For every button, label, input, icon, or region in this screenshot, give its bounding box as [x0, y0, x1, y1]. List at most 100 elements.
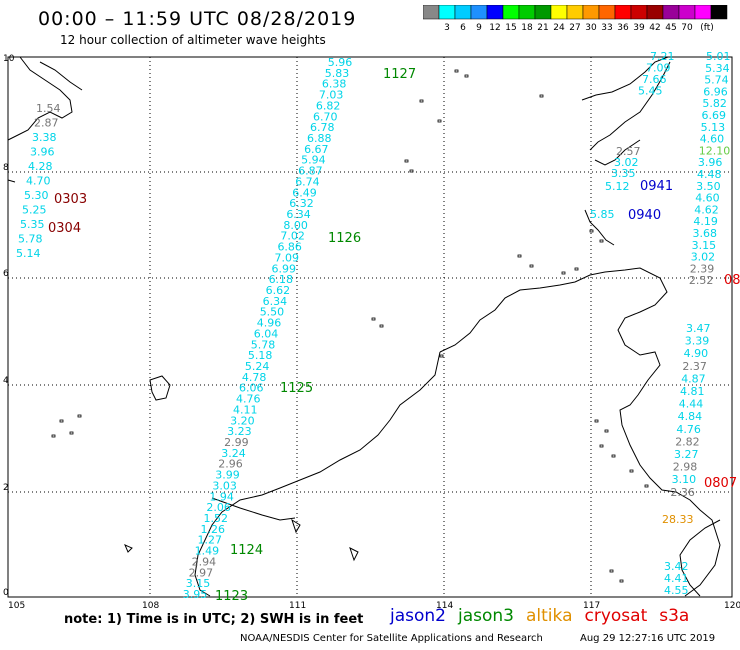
swh-value: 6.34	[263, 295, 288, 308]
island	[77, 414, 82, 418]
swh-value: 6.06	[239, 382, 264, 395]
scale-label: 42	[649, 23, 660, 33]
page-title: 00:00 – 11:59 UTC 08/28/2019	[38, 8, 357, 30]
swh-value: 7.21	[650, 50, 675, 63]
legend-jason2: jason2	[390, 606, 446, 626]
swh-value: 3.15	[186, 577, 211, 590]
swh-value: 4.81	[680, 385, 705, 398]
swh-value: 5.25	[22, 204, 47, 217]
coastline	[291, 518, 301, 534]
pass-label: 0940	[628, 208, 661, 223]
x-tick-label: 111	[289, 601, 306, 611]
coastline	[584, 209, 615, 246]
scale-label: 27	[569, 23, 580, 33]
swh-value: 6.67	[304, 143, 329, 156]
swh-value: 4.41	[664, 572, 689, 585]
y-tick-label: 6	[3, 269, 9, 279]
swh-value: 6.04	[254, 327, 279, 340]
island	[574, 267, 579, 271]
swh-value: 6.86	[277, 241, 302, 254]
swh-value: 2.37	[682, 360, 707, 373]
swh-value: 2.06	[206, 501, 231, 514]
island	[517, 254, 522, 258]
altika-value: 28.33	[662, 513, 694, 526]
coastline	[194, 351, 441, 597]
pass-label: 0303	[54, 192, 87, 207]
scale-label: 9	[476, 23, 482, 33]
scale-swatch	[710, 5, 728, 20]
swh-value: 2.98	[673, 461, 698, 474]
scale-label: 33	[601, 23, 612, 33]
pass-label: 1124	[230, 543, 263, 558]
credit-text: NOAA/NESDIS Center for Satellite Applica…	[240, 633, 543, 644]
note-text: note: 1) Time is in UTC; 2) SWH is in fe…	[64, 612, 364, 627]
island	[589, 229, 594, 233]
coastline	[581, 56, 669, 101]
swh-value: 4.90	[684, 347, 709, 360]
swh-value: 1.26	[201, 523, 226, 536]
scale-label: 21	[537, 23, 548, 33]
legend-jason3: jason3	[458, 606, 514, 626]
swh-value: 2.99	[224, 436, 249, 449]
swh-value: 5.83	[325, 67, 350, 80]
swh-value: 4.78	[242, 371, 267, 384]
y-tick-label: 2	[3, 483, 9, 493]
island	[594, 419, 599, 423]
coastline	[124, 544, 133, 553]
coastline	[349, 547, 359, 562]
swh-value: 6.38	[322, 78, 347, 91]
island	[409, 169, 414, 173]
swh-value: 5.34	[705, 62, 730, 75]
swh-value: 2.39	[690, 262, 715, 275]
island	[599, 239, 604, 243]
scale-label: 30	[585, 23, 597, 33]
swh-value: 4.60	[695, 192, 720, 205]
swh-value: 5.85	[590, 208, 615, 221]
coastline	[439, 267, 721, 597]
island	[529, 264, 534, 268]
swh-value: 5.30	[24, 189, 49, 202]
swh-value: 5.45	[638, 85, 663, 98]
credit-timestamp: Aug 29 12:27:16 UTC 2019	[580, 633, 716, 644]
swh-value: 2.57	[616, 145, 641, 158]
coastline	[7, 179, 16, 183]
swh-value: 6.78	[310, 121, 335, 134]
swh-value: 5.96	[328, 56, 353, 69]
coastline	[149, 375, 171, 401]
swh-value: 3.42	[664, 560, 689, 573]
swh-value: 3.15	[692, 239, 717, 252]
swh-value: 5.01	[706, 50, 731, 63]
swh-value: 4.28	[28, 160, 53, 173]
swh-value: 3.47	[686, 322, 711, 335]
swh-value: 6.32	[289, 197, 314, 210]
island	[379, 324, 384, 328]
y-tick-label: 10	[3, 54, 15, 64]
swh-value: 4.76	[676, 423, 701, 436]
swh-value: 6.62	[266, 284, 291, 297]
swh-value: 4.48	[697, 168, 722, 181]
island	[644, 484, 649, 488]
swh-value: 3.35	[611, 167, 636, 180]
swh-value: 6.88	[307, 132, 332, 145]
coastline	[7, 56, 73, 141]
swh-value: 3.96	[698, 156, 723, 169]
scale-label: 45	[665, 23, 676, 33]
swh-value: 6.82	[316, 99, 341, 112]
swh-value: 7.03	[319, 89, 344, 102]
swh-value: 1.27	[198, 534, 223, 547]
island	[404, 159, 409, 163]
scale-label: 12	[489, 23, 500, 33]
island	[419, 99, 424, 103]
swh-value: 1.54	[36, 102, 61, 115]
island	[629, 469, 634, 473]
swh-value: 3.68	[693, 227, 718, 240]
page-subtitle: 12 hour collection of altimeter wave hei…	[60, 33, 326, 47]
swh-value: 3.03	[212, 479, 237, 492]
scale-label: 70	[681, 23, 693, 33]
swh-value: 5.24	[245, 360, 270, 373]
swh-value: 5.82	[702, 97, 727, 110]
swh-value: 3.23	[227, 425, 252, 438]
swh-value: 6.87	[298, 165, 323, 178]
swh-value: 1.49	[195, 545, 220, 558]
coastline	[39, 61, 83, 91]
